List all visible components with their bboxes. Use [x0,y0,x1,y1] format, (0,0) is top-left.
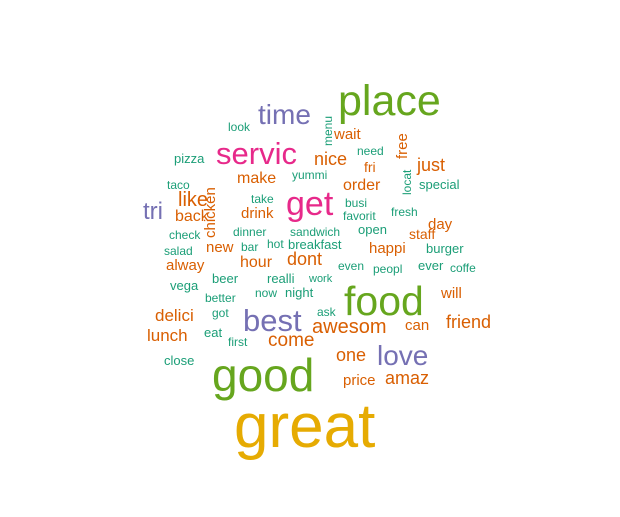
word-taco: taco [167,178,190,192]
word-food: food [344,278,424,324]
word-alway: alway [166,257,205,274]
word-bar: bar [241,240,259,254]
word-first: first [228,335,248,349]
word-drink: drink [241,205,274,222]
word-staff: staff [409,226,436,242]
word-good: good [212,349,315,401]
word-fresh: fresh [391,205,418,219]
word-special: special [419,177,460,192]
word-one: one [336,345,367,365]
word-love: love [377,340,429,371]
word-get: get [286,185,334,223]
word-burger: burger [426,241,464,256]
word-favorit: favorit [343,209,376,223]
word-will: will [441,285,462,302]
word-chicken: chicken [202,187,219,238]
word-like: like [178,189,209,211]
word-eat: eat [204,325,223,340]
word-new: new [206,239,234,256]
word-night: night [285,285,314,300]
word-back: back [175,208,209,225]
word-happi: happi [369,240,406,257]
word-lunch: lunch [147,326,188,345]
word-hour: hour [240,254,273,271]
word-peopl: peopl [373,262,403,276]
word-dont: dont [287,249,323,269]
word-day: day [428,216,453,233]
word-awesom: awesom [312,316,387,338]
word-friend: friend [446,312,492,332]
word-tri: tri [143,198,163,225]
word-ask: ask [317,305,336,319]
word-nice: nice [314,149,348,169]
word-price: price [343,372,376,389]
word-order: order [343,177,381,194]
word-work: work [309,273,333,285]
word-open: open [358,222,387,237]
word-just: just [417,155,446,175]
word-check: check [169,228,201,242]
word-delici: delici [155,306,194,325]
word-need: need [357,144,384,158]
word-come: come [268,330,315,351]
word-wait: wait [334,126,361,143]
word-vega: vega [170,278,199,293]
word-pizza: pizza [174,151,205,166]
word-great: great [234,392,376,461]
word-breakfast: breakfast [288,237,342,252]
word-best: best [243,303,302,338]
word-busi: busi [345,196,368,210]
word-look: look [228,120,251,134]
word-realli: realli [267,271,295,286]
word-free: free [394,133,411,159]
word-locat: locat [400,169,414,195]
word-now: now [255,286,278,300]
word-can: can [405,317,430,334]
word-close: close [164,353,195,368]
word-servic: servic [216,136,297,171]
word-dinner: dinner [233,225,267,239]
word-amaz: amaz [385,368,430,388]
word-better: better [205,291,236,305]
word-beer: beer [212,271,239,286]
word-menu: menu [321,115,335,146]
word-even: even [338,259,365,273]
word-yummi: yummi [292,168,328,182]
word-make: make [237,170,277,187]
word-time: time [258,99,311,130]
word-salad: salad [164,244,193,258]
word-hot: hot [267,237,284,251]
word-got: got [212,306,229,320]
word-ever: ever [418,258,444,273]
word-place: place [338,77,441,125]
word-take: take [251,192,274,206]
word-sandwich: sandwich [290,225,341,239]
word-fri: fri [364,159,376,175]
word-coffe: coffe [450,261,476,275]
